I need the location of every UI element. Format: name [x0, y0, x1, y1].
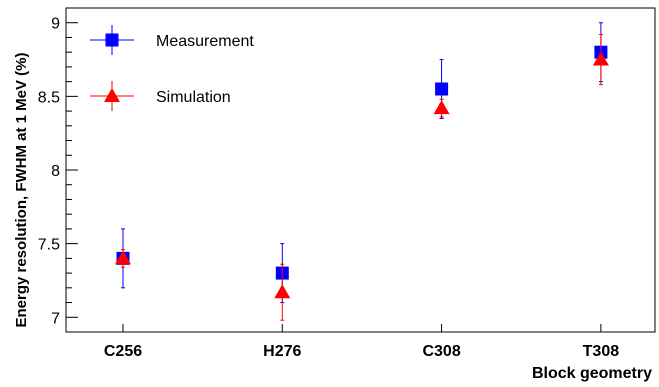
data-point — [115, 250, 131, 265]
x-axis-label: Block geometry — [532, 365, 652, 382]
y-tick-label: 8.5 — [38, 89, 60, 106]
legend: Measurement Simulation — [90, 25, 254, 111]
x-axis: C256 H276 C308 T308 — [104, 324, 619, 360]
y-tick-label: 7 — [51, 310, 60, 327]
y-tick-label: 7.5 — [38, 237, 60, 254]
data-point — [592, 51, 609, 66]
legend-marker — [104, 88, 120, 102]
data-point — [435, 82, 449, 96]
data-point — [274, 284, 291, 299]
legend-marker — [105, 33, 119, 47]
series-measurement — [116, 22, 608, 304]
x-tick-label: C256 — [104, 343, 142, 360]
legend-label: Measurement — [156, 33, 254, 50]
series-simulation — [115, 34, 609, 321]
x-tick-label: C308 — [422, 343, 460, 360]
series-layer — [115, 22, 609, 321]
x-tick-label: T308 — [583, 343, 620, 360]
y-tick-label: 8 — [51, 163, 60, 180]
y-axis-label: Energy resolution, FWHM at 1 MeV (%) — [13, 52, 30, 327]
x-tick-label: H276 — [263, 343, 301, 360]
data-point — [433, 100, 450, 115]
legend-label: Simulation — [156, 89, 231, 106]
y-tick-label: 9 — [51, 16, 60, 33]
y-axis: 7 7.5 8 8.5 9 — [38, 7, 78, 333]
plot-frame — [65, 7, 656, 333]
